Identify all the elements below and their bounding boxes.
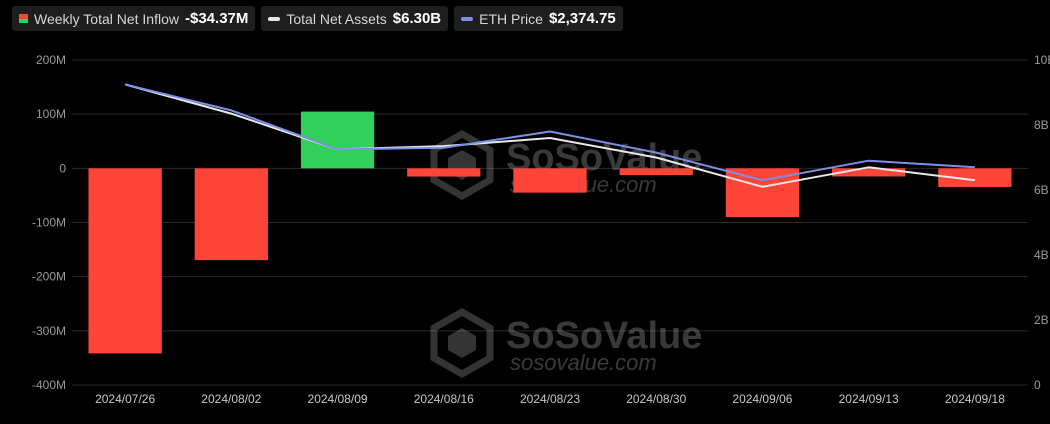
sosovalue-logo-icon	[430, 129, 494, 201]
eth-line-swatch-icon	[461, 16, 474, 21]
watermark-brand: SoSoValue	[506, 315, 702, 357]
inflow-bars	[88, 111, 1012, 354]
inflow-bar	[194, 168, 268, 261]
right-tick-label: 2B	[1034, 313, 1049, 327]
x-tick-label: 2024/09/18	[945, 392, 1005, 406]
right-tick-label: 0	[1034, 378, 1041, 392]
legend-item-eth-price[interactable]: ETH Price $2,374.75	[454, 6, 623, 31]
legend-value-assets: $6.30B	[392, 10, 442, 27]
inflow-bar	[832, 168, 906, 177]
right-tick-label: 4B	[1034, 248, 1049, 262]
left-tick-label: -100M	[32, 216, 66, 230]
net-assets-line	[124, 83, 976, 188]
left-tick-label: -200M	[32, 270, 66, 284]
left-tick-label: 100M	[36, 107, 66, 121]
axes: 200M 100M 0 -100M -200M -300M -400M 10B 8B 6B 4B 2B…	[32, 53, 1050, 406]
x-tick-label: 2024/08/16	[414, 392, 474, 406]
left-tick-label: 0	[59, 161, 66, 175]
left-tick-label: 200M	[36, 53, 66, 67]
legend-item-net-assets[interactable]: Total Net Assets $6.30B	[261, 6, 449, 31]
left-tick-label: -300M	[32, 324, 66, 338]
x-tick-label: 2024/08/02	[201, 392, 261, 406]
inflow-bar	[407, 168, 481, 177]
legend-item-weekly-inflow[interactable]: Weekly Total Net Inflow -$34.37M	[12, 6, 256, 31]
legend-label-eth: ETH Price	[479, 10, 543, 27]
x-tick-label: 2024/08/23	[520, 392, 580, 406]
legend-value-inflow: -$34.37M	[185, 10, 249, 27]
legend-value-eth: $2,374.75	[548, 10, 616, 27]
inflow-bar	[513, 168, 587, 193]
inflow-swatch-icon	[19, 14, 28, 23]
right-tick-label: 10B	[1034, 53, 1050, 67]
left-tick-label: -400M	[32, 378, 66, 392]
x-tick-label: 2024/08/09	[308, 392, 368, 406]
sosovalue-logo-icon	[430, 307, 494, 379]
chart-legend: Weekly Total Net Inflow -$34.37M Total N…	[12, 6, 623, 31]
line-series	[124, 83, 976, 188]
watermark-url: sosovalue.com	[510, 350, 657, 375]
legend-label-inflow: Weekly Total Net Inflow	[34, 10, 179, 27]
watermarks: SoSoValuesosovalue.comSoSoValuesosovalue…	[430, 129, 702, 379]
x-tick-label: 2024/09/06	[732, 392, 792, 406]
eth-price-line	[124, 83, 975, 182]
inflow-bar	[88, 168, 162, 354]
assets-line-swatch-icon	[268, 16, 281, 21]
sosovalue-logo-core-icon	[448, 328, 476, 358]
right-tick-label: 6B	[1034, 183, 1049, 197]
x-tick-label: 2024/07/26	[95, 392, 155, 406]
legend-label-assets: Total Net Assets	[286, 10, 387, 27]
inflow-bar	[619, 168, 693, 176]
inflow-bar	[938, 168, 1012, 187]
x-tick-label: 2024/08/30	[626, 392, 686, 406]
right-tick-label: 8B	[1034, 118, 1049, 132]
x-tick-label: 2024/09/13	[839, 392, 899, 406]
